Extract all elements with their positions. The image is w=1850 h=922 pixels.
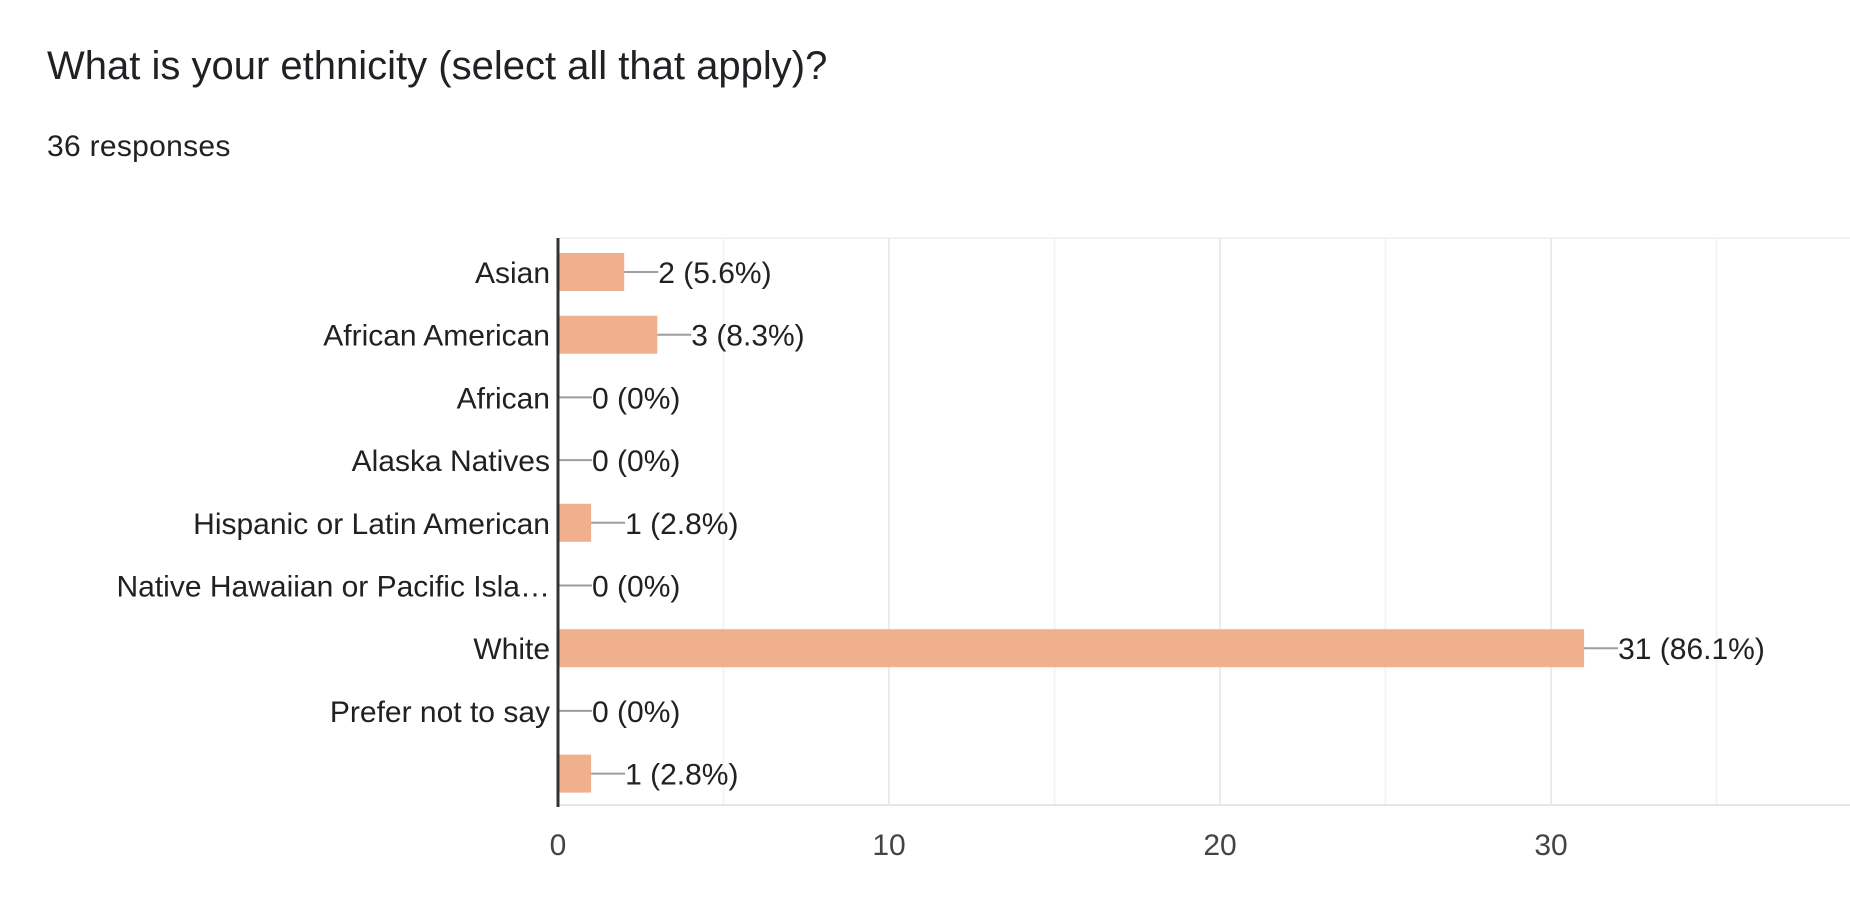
bar <box>558 754 592 793</box>
category-label: Native Hawaiian or Pacific Isla… <box>117 571 551 604</box>
value-label: 31 (86.1%) <box>1618 633 1765 666</box>
value-label: 1 (2.8%) <box>625 759 738 792</box>
bar <box>558 253 625 291</box>
category-label: White <box>473 633 550 666</box>
bar <box>558 629 1585 668</box>
x-tick-label: 0 <box>550 829 567 862</box>
category-label: Alaska Natives <box>352 445 550 478</box>
question-title: What is your ethnicity (select all that … <box>47 44 828 88</box>
value-label: 0 (0%) <box>592 696 680 729</box>
category-label: Asian <box>475 257 550 290</box>
x-tick-label: 20 <box>1203 829 1236 862</box>
value-label: 3 (8.3%) <box>691 320 804 353</box>
value-label: 0 (0%) <box>592 445 680 478</box>
category-label: African <box>457 382 550 415</box>
value-label: 0 (0%) <box>592 571 680 604</box>
category-label: African American <box>323 320 550 353</box>
value-label: 2 (5.6%) <box>658 257 771 290</box>
value-label: 1 (2.8%) <box>625 508 738 541</box>
bar <box>558 503 592 542</box>
response-count: 36 responses <box>47 130 231 163</box>
category-label: Prefer not to say <box>330 696 550 729</box>
category-label: Hispanic or Latin American <box>193 508 550 541</box>
value-label: 0 (0%) <box>592 382 680 415</box>
x-tick-label: 10 <box>872 829 905 862</box>
x-tick-label: 30 <box>1534 829 1567 862</box>
bar <box>558 315 658 354</box>
